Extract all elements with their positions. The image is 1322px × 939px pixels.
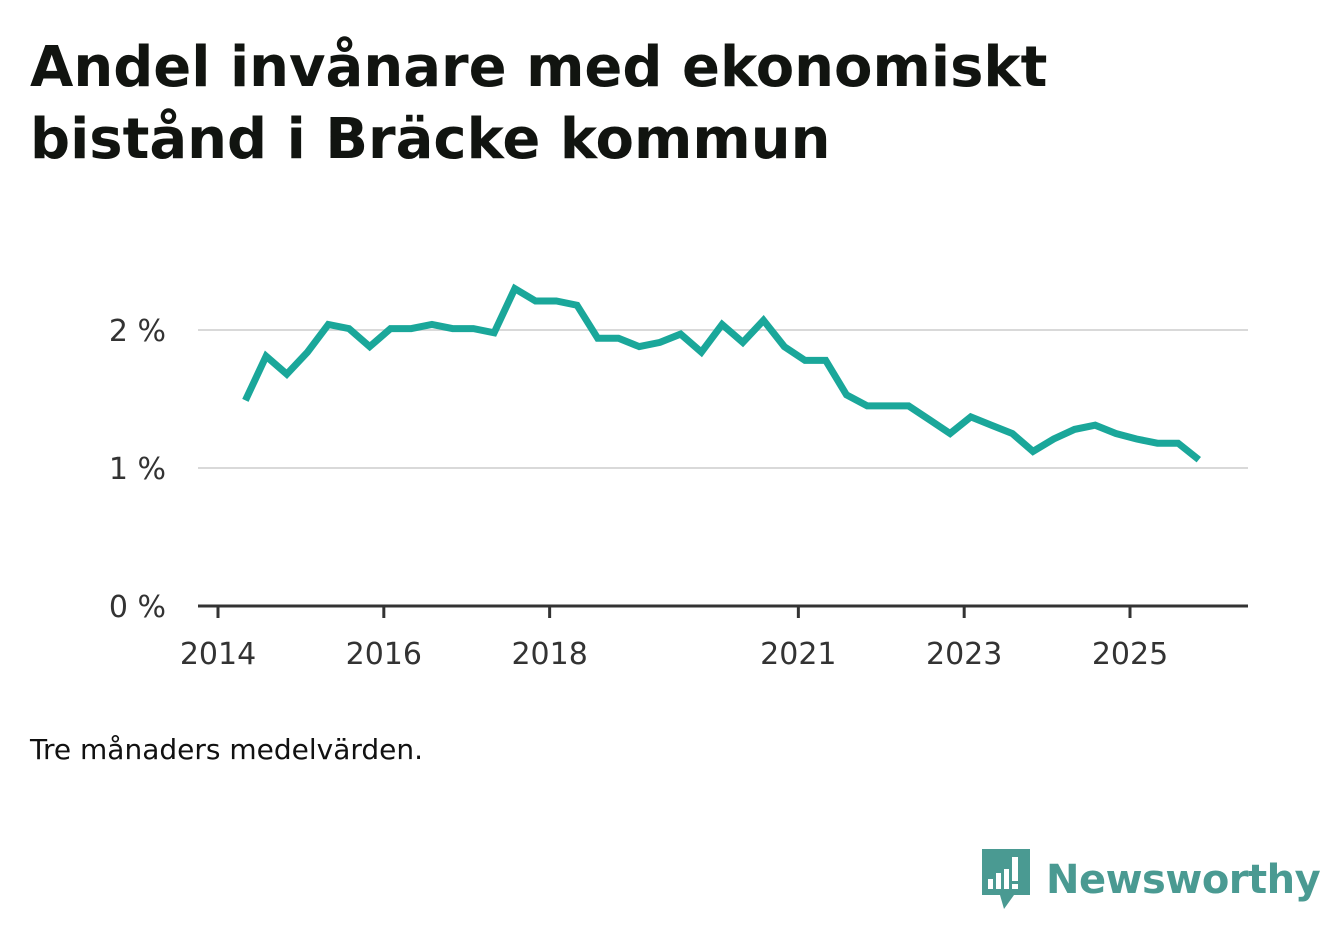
newsworthy-logo-icon (982, 849, 1030, 909)
brand-name: Newsworthy (1046, 857, 1321, 903)
y-tick-label: 1 % (109, 452, 166, 487)
x-tick-label: 2016 (346, 637, 422, 672)
x-tick-label: 2014 (180, 637, 256, 672)
chart-title-line-1: Andel invånare med ekonomiskt (30, 35, 1048, 100)
chart-note: Tre månaders medelvärden. (30, 733, 424, 766)
chart-title: Andel invånare med ekonomiskt bistånd i … (30, 32, 1230, 176)
series-line (242, 283, 1201, 463)
y-tick-label: 0 % (109, 590, 166, 625)
chart-title-line-2: bistånd i Bräcke kommun (30, 107, 831, 172)
y-tick-label: 2 % (109, 314, 166, 349)
x-tick-label: 2025 (1092, 637, 1168, 672)
x-tick-label: 2018 (511, 637, 587, 672)
x-tick-label: 2021 (760, 637, 836, 672)
brand-logo: Newsworthy (980, 848, 1321, 912)
line-chart: 0 % 1 % 2 % 2014 2016 2018 2021 2023 2025 (109, 283, 1248, 672)
x-tick-label: 2023 (926, 637, 1002, 672)
